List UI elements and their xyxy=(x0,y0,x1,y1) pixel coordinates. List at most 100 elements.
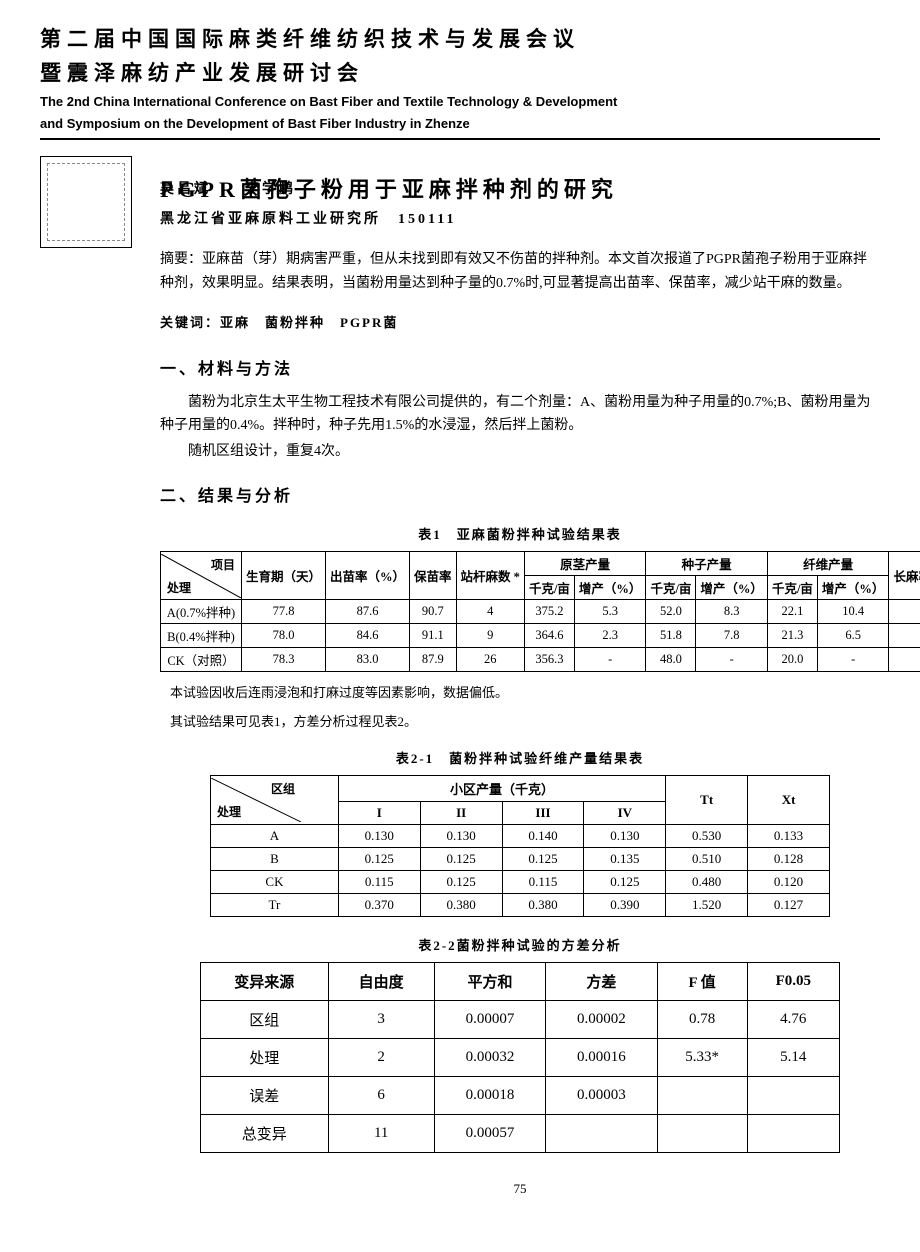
table-cell: 0.78 xyxy=(657,1001,747,1039)
table-cell: 1.520 xyxy=(666,894,748,917)
header-rule xyxy=(40,138,880,140)
table-3: 变异来源自由度平方和方差F 值F0.05 区组30.000070.000020.… xyxy=(200,962,840,1153)
table-cell: 0.130 xyxy=(338,825,420,848)
table-cell: 87.9 xyxy=(410,648,457,672)
table-cell: A xyxy=(211,825,339,848)
table-cell: 5.33* xyxy=(657,1039,747,1077)
table-cell: B xyxy=(211,848,339,871)
table-cell: 8.3 xyxy=(696,600,768,624)
page-number: 75 xyxy=(160,1181,880,1197)
table-cell: 0.130 xyxy=(584,825,666,848)
table-row: CK（对照）78.383.087.926356.3-48.0-20.0-7.34 xyxy=(161,648,920,672)
table-cell: 10.4 xyxy=(817,600,889,624)
abstract-text: 亚麻苗（芽）期病害严重，但从未找到即有效又不伤苗的拌种剂。本文首次报道了PGPR… xyxy=(160,252,867,291)
table-cell: 0.125 xyxy=(584,871,666,894)
table-cell: 0.125 xyxy=(420,848,502,871)
table-2: 区组 处理 小区产量（千克） Tt Xt IIIIIIIV A0.1300.13… xyxy=(210,775,830,917)
th-keep: 保苗率 xyxy=(410,552,457,600)
th-stalk: 站杆麻数 * xyxy=(456,552,524,600)
table-cell: 4 xyxy=(456,600,524,624)
table-cell: 0.128 xyxy=(748,848,830,871)
table-col-head: I xyxy=(338,802,420,825)
table-cell: 6.5 xyxy=(817,624,889,648)
table-cell: 0.380 xyxy=(420,894,502,917)
th-stem-group: 原茎产量 xyxy=(524,552,646,576)
table-2-diagonal-header: 区组 处理 xyxy=(211,778,301,822)
table-cell xyxy=(657,1115,747,1153)
table-row: 总变异110.00057 xyxy=(201,1115,840,1153)
table-col-head: 自由度 xyxy=(328,963,434,1001)
table-cell: 处理 xyxy=(201,1039,329,1077)
table-cell: 误差 xyxy=(201,1077,329,1115)
table-col-head: 变异来源 xyxy=(201,963,329,1001)
table-cell xyxy=(657,1077,747,1115)
table-1-diag-top: 项目 xyxy=(211,556,235,573)
table-cell: 0.130 xyxy=(420,825,502,848)
table-cell: 0.00032 xyxy=(434,1039,545,1077)
table-cell: 84.6 xyxy=(326,624,410,648)
table-cell: 356.3 xyxy=(524,648,574,672)
th-seed-kg: 千克/亩 xyxy=(646,576,696,600)
table-cell: 375.2 xyxy=(524,600,574,624)
table-cell xyxy=(747,1115,839,1153)
table-col-head: IV xyxy=(584,802,666,825)
section-thumbnail-icon xyxy=(40,156,132,248)
note-1: 本试验因收后连雨浸泡和打麻过度等因素影响，数据偏低。 xyxy=(170,682,880,701)
table-cell: 51.8 xyxy=(646,624,696,648)
th-longfiber: 长麻率（%） xyxy=(889,552,920,600)
th-stem-inc: 增产（%） xyxy=(574,576,646,600)
table-2-diag-bot: 处理 xyxy=(217,803,241,820)
table-cell: 0.480 xyxy=(666,871,748,894)
table-cell: B(0.4%拌种) xyxy=(161,624,242,648)
table-cell: CK xyxy=(211,871,339,894)
table-row: B0.1250.1250.1250.1350.5100.128 xyxy=(211,848,830,871)
table-col-head: 方差 xyxy=(546,963,657,1001)
table-cell: CK（对照） xyxy=(161,648,242,672)
table-cell: 0.530 xyxy=(666,825,748,848)
conference-title-cn-2: 暨震泽麻纺产业发展研讨会 xyxy=(40,58,880,90)
table-cell: 5.14 xyxy=(747,1039,839,1077)
table-cell: A(0.7%拌种) xyxy=(161,600,242,624)
table-cell: 52.0 xyxy=(646,600,696,624)
table-cell: 77.8 xyxy=(242,600,326,624)
table-cell: 0.510 xyxy=(666,848,748,871)
table-row: CK0.1150.1250.1150.1250.4800.120 xyxy=(211,871,830,894)
table-row: A(0.7%拌种)77.887.690.74375.25.352.08.322.… xyxy=(161,600,920,624)
table-3-title: 表2-2菌粉拌种试验的方差分析 xyxy=(160,935,880,954)
table-row: 区组30.000070.000020.784.76 xyxy=(201,1001,840,1039)
th-emerge: 出苗率（%） xyxy=(326,552,410,600)
section-1-p1: 菌粉为北京生太平生物工程技术有限公司提供的，有二个剂量：A、菌粉用量为种子用量的… xyxy=(160,391,880,439)
table-cell: 91.1 xyxy=(410,624,457,648)
table-cell: 0.135 xyxy=(584,848,666,871)
th-xt: Xt xyxy=(748,776,830,825)
table-col-head: F0.05 xyxy=(747,963,839,1001)
table-cell: - xyxy=(696,648,768,672)
table-cell: 7.34 xyxy=(889,648,920,672)
table-cell: 78.3 xyxy=(242,648,326,672)
table-cell: 0.00018 xyxy=(434,1077,545,1115)
table-cell: 0.00016 xyxy=(546,1039,657,1077)
table-col-head: 平方和 xyxy=(434,963,545,1001)
table-cell: 0.370 xyxy=(338,894,420,917)
th-seed-group: 种子产量 xyxy=(646,552,768,576)
table-cell: 0.125 xyxy=(502,848,584,871)
table-cell: 9 xyxy=(456,624,524,648)
table-1-title: 表1 亚麻菌粉拌种试验结果表 xyxy=(160,524,880,543)
table-cell: 7.8 xyxy=(696,624,768,648)
table-col-head: II xyxy=(420,802,502,825)
table-col-head: F 值 xyxy=(657,963,747,1001)
abstract-label: 摘要： xyxy=(160,252,202,267)
table-cell: 0.125 xyxy=(338,848,420,871)
table-cell: 0.115 xyxy=(338,871,420,894)
th-fib-inc: 增产（%） xyxy=(817,576,889,600)
table-cell: 0.00007 xyxy=(434,1001,545,1039)
table-cell: 0.125 xyxy=(420,871,502,894)
section-1-heading: 一、材料与方法 xyxy=(160,355,880,379)
table-cell: 0.127 xyxy=(748,894,830,917)
th-tt: Tt xyxy=(666,776,748,825)
table-cell: 2.3 xyxy=(574,624,646,648)
table-row: A0.1300.1300.1400.1300.5300.133 xyxy=(211,825,830,848)
table-cell: 3 xyxy=(328,1001,434,1039)
table-cell xyxy=(546,1115,657,1153)
table-cell: 0.00057 xyxy=(434,1115,545,1153)
